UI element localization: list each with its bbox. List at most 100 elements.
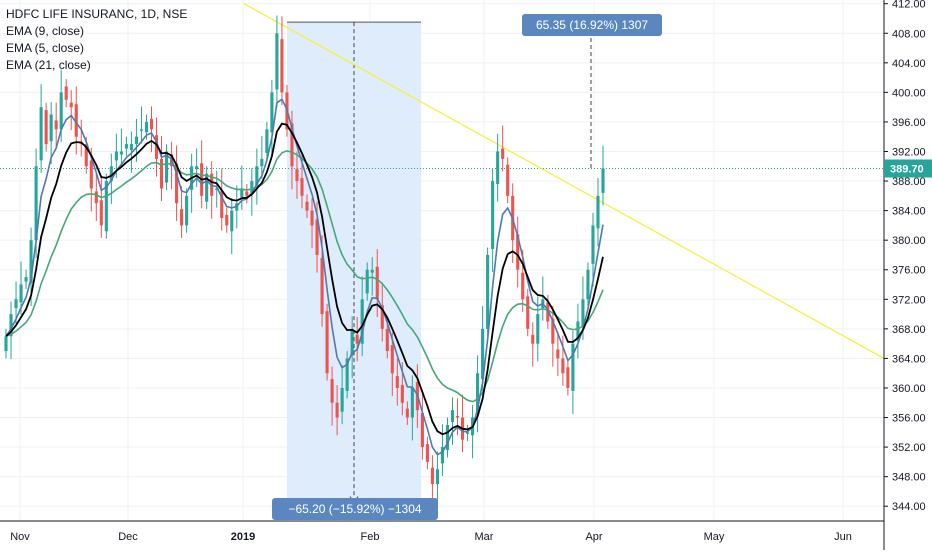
candle-body [49, 114, 53, 142]
candle-body [465, 432, 470, 434]
price-tick-label: 396.00 [892, 117, 926, 129]
candle-body [84, 144, 88, 167]
candle-body [89, 160, 93, 189]
legend-ema9[interactable]: EMA (9, close) [6, 24, 85, 38]
candle-body [355, 334, 359, 344]
candle-body [99, 200, 103, 226]
candle-body [521, 272, 525, 300]
candle-body [114, 151, 118, 161]
ema-lines [5, 98, 604, 456]
candle-body [180, 209, 184, 226]
candle-body [516, 234, 520, 270]
time-axis: Nov Dec 2019 Feb Mar Apr May Jun [0, 520, 884, 543]
grid [0, 0, 884, 521]
price-tick-label: 368.00 [892, 324, 926, 336]
price-tick-label: 356.00 [892, 413, 926, 425]
last-price-badge [884, 159, 932, 178]
range-labels: −65.20 (−15.92%) −1304 65.35 (16.92%) 130… [272, 14, 662, 520]
legend-symbol[interactable]: HDFC LIFE INSURANC, 1D, NSE [6, 7, 188, 21]
candle-body [275, 33, 279, 90]
candle-body [9, 314, 13, 337]
candle-body [315, 219, 319, 255]
candle-body [34, 166, 38, 241]
candle-body [526, 296, 530, 329]
candle-body [506, 164, 510, 196]
candle-body [440, 447, 445, 464]
candle-body [104, 181, 108, 232]
candle-body [290, 123, 294, 167]
price-axis: 344.00 348.00 352.00 356.00 360.00 364.00 368.… [883, 0, 932, 550]
candle-body [486, 254, 490, 329]
candle-body [240, 188, 244, 198]
last-price-label: 389.70 [890, 163, 924, 175]
time-tick-label: Nov [10, 531, 30, 543]
candle-body [546, 302, 550, 322]
candle-body [305, 201, 309, 211]
candle-body [14, 299, 18, 309]
candle-body [280, 39, 284, 93]
price-tick-label: 364.00 [892, 353, 926, 365]
price-tick-label: 388.00 [892, 176, 926, 188]
candle-body [425, 444, 429, 462]
candle-body [501, 148, 505, 159]
candle-body [576, 321, 580, 341]
candle-body [195, 166, 199, 170]
candle-body [335, 402, 339, 418]
candle-body [370, 269, 374, 273]
candle-body [24, 277, 28, 282]
price-tick-label: 348.00 [892, 472, 926, 484]
candle-body [29, 240, 33, 284]
candle-body [531, 334, 535, 344]
ema9-line [5, 122, 604, 436]
legend-ema5[interactable]: EMA (5, close) [6, 41, 85, 55]
candle-body [64, 86, 68, 100]
candle-body [300, 178, 304, 196]
candle-body [586, 269, 590, 300]
candle-body [154, 135, 159, 159]
candle-body [365, 269, 369, 294]
trendline-layer [243, 3, 885, 359]
candle-body [481, 328, 485, 380]
candle-body [39, 107, 43, 161]
candle-body [205, 173, 209, 202]
legend-ema21[interactable]: EMA (21, close) [6, 58, 91, 72]
candle-body [450, 410, 455, 422]
candle-body [385, 328, 389, 352]
candle-body [185, 195, 189, 226]
candle-body [491, 181, 495, 250]
candle-body [581, 299, 585, 328]
candle-body [94, 191, 98, 204]
candle-body [139, 129, 144, 131]
candle-body [59, 92, 63, 130]
candle-body [295, 169, 299, 182]
price-tick-label: 352.00 [892, 442, 926, 454]
candle-body [255, 166, 259, 187]
candle-body [420, 413, 424, 448]
candle-body [230, 210, 234, 232]
candle-body [380, 305, 384, 329]
price-tick-label: 376.00 [892, 265, 926, 277]
candle-body [591, 225, 595, 264]
candle-body [435, 469, 440, 485]
candle-body [410, 387, 414, 418]
price-tick-label: 384.00 [892, 206, 926, 218]
range-down-label-bg [272, 498, 438, 520]
price-tick-label: 360.00 [892, 383, 926, 395]
candle-body [109, 166, 113, 182]
candle-body [330, 379, 334, 403]
candle-body [561, 358, 565, 374]
price-tick-label: 344.00 [892, 501, 926, 513]
candle-body [265, 129, 269, 153]
price-tick-label: 400.00 [892, 87, 926, 99]
candle-body [149, 118, 154, 130]
range-up-label: 65.35 (16.92%) 1307 [536, 18, 648, 32]
candle-body [134, 136, 138, 145]
candle-body [310, 210, 314, 226]
candle-body [350, 328, 354, 356]
candle-body [566, 367, 570, 388]
range-down-label: −65.20 (−15.92%) −1304 [288, 502, 421, 516]
candle-body [455, 416, 460, 418]
candle-body [340, 387, 344, 412]
candles [4, 15, 605, 507]
candle-body [395, 376, 399, 388]
